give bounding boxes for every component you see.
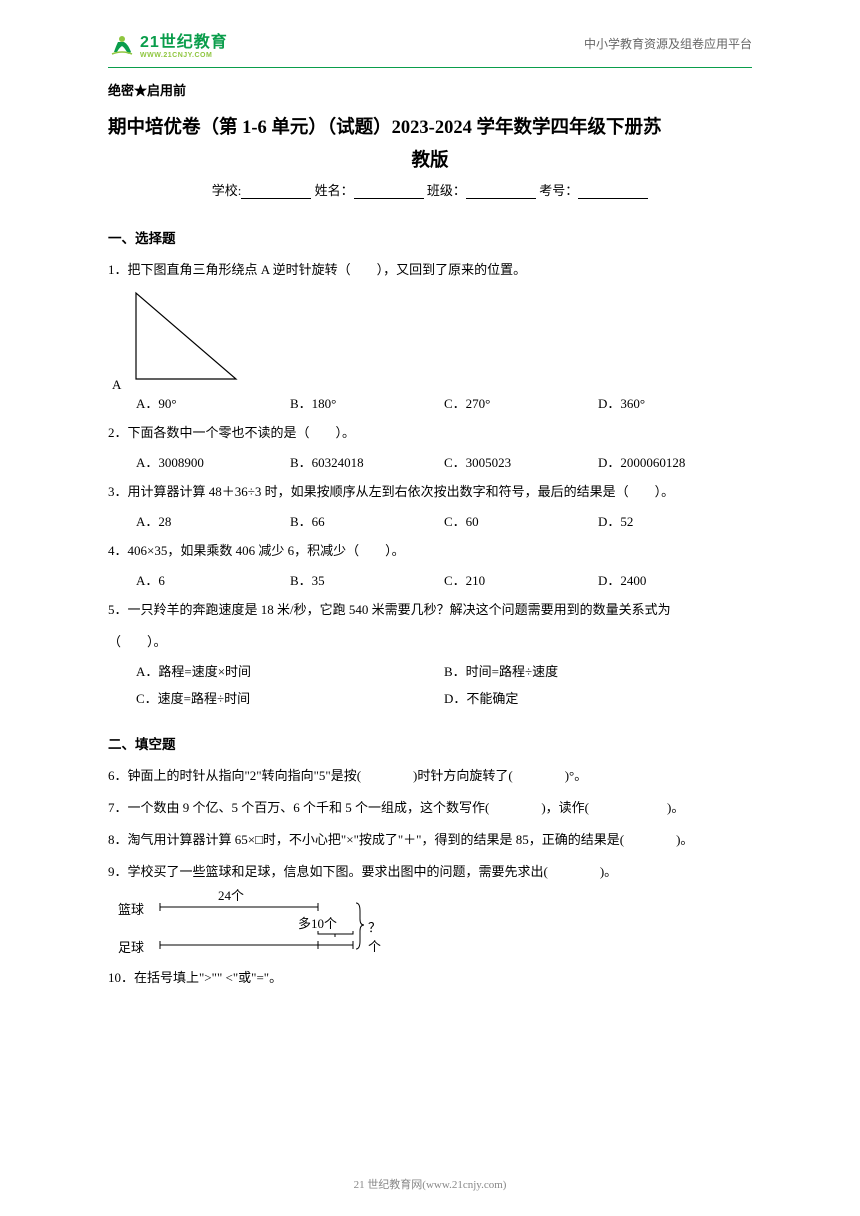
page-header: 21世纪教育 WWW.21CNJY.COM 中小学教育资源及组卷应用平台 <box>0 0 860 67</box>
q2-opt-b: B．60324018 <box>290 452 444 471</box>
q5-opt-c: C．速度=路程÷时间 <box>136 688 444 707</box>
q1-opt-c: C．270° <box>444 393 598 412</box>
q4-opt-d: D．2400 <box>598 570 752 589</box>
q1-opt-b: B．180° <box>290 393 444 412</box>
page-footer: 21 世纪教育网(www.21cnjy.com) <box>0 1176 860 1192</box>
logo-main-text: 21世纪教育 <box>140 28 228 52</box>
q1-opt-d: D．360° <box>598 393 752 412</box>
triangle-point-label: A <box>112 377 121 393</box>
q9-text: 9．学校买了一些篮球和足球，信息如下图。要求出图中的问题，需要先求出( )。 <box>108 859 752 885</box>
q3-opt-a: A．28 <box>136 511 290 530</box>
q2-opt-d: D．2000060128 <box>598 452 752 471</box>
q6-text: 6．钟面上的时针从指向"2"转向指向"5"是按( )时针方向旋转了( )°。 <box>108 763 752 789</box>
q5-text1: 5．一只羚羊的奔跑速度是 18 米/秒，它跑 540 米需要几秒？解决这个问题需… <box>108 597 752 623</box>
header-right-text: 中小学教育资源及组卷应用平台 <box>584 35 752 52</box>
name-label: 姓名： <box>315 183 354 198</box>
secret-label: 绝密★启用前 <box>108 80 752 99</box>
exam-title-line1: 期中培优卷（第 1-6 单元）（试题）2023-2024 学年数学四年级下册苏 <box>108 111 752 146</box>
q3-text: 3．用计算器计算 48＋36÷3 时，如果按顺序从左到右依次按出数字和符号，最后… <box>108 479 752 505</box>
q1-opt-a: A．90° <box>136 393 290 412</box>
q4-opt-a: A．6 <box>136 570 290 589</box>
q3-opt-d: D．52 <box>598 511 752 530</box>
q10-text: 10．在括号填上">"" <"或"="。 <box>108 965 752 991</box>
q4-text: 4．406×35，如果乘数 406 减少 6，积减少（ ）。 <box>108 538 752 564</box>
q2-opt-a: A．3008900 <box>136 452 290 471</box>
student-info-line: 学校: 姓名： 班级： 考号： <box>108 180 752 199</box>
q5-opt-a: A．路程=速度×时间 <box>136 661 444 680</box>
logo-sub-text: WWW.21CNJY.COM <box>140 52 228 59</box>
q1-options: A．90° B．180° C．270° D．360° <box>108 393 752 412</box>
q5-text2: （ ）。 <box>108 629 752 655</box>
id-blank <box>578 185 648 199</box>
spacer <box>108 715 752 733</box>
bracket-svg <box>118 891 388 959</box>
q4-opt-b: B．35 <box>290 570 444 589</box>
q4-options: A．6 B．35 C．210 D．2400 <box>108 570 752 589</box>
school-label: 学校: <box>212 183 242 198</box>
logo-icon <box>108 30 136 58</box>
school-blank <box>241 185 311 199</box>
q2-text: 2．下面各数中一个零也不读的是（ ）。 <box>108 420 752 446</box>
q8-text: 8．淘气用计算器计算 65×□时，不小心把"×"按成了"＋"，得到的结果是 85… <box>108 827 752 853</box>
triangle-svg <box>126 291 246 389</box>
section2-title: 二、填空题 <box>108 733 752 753</box>
class-blank <box>466 185 536 199</box>
logo-area: 21世纪教育 WWW.21CNJY.COM <box>108 28 228 59</box>
section1-title: 一、选择题 <box>108 227 752 247</box>
q4-opt-c: C．210 <box>444 570 598 589</box>
q3-options: A．28 B．66 C．60 D．52 <box>108 511 752 530</box>
q5-opt-d: D．不能确定 <box>444 688 752 707</box>
q2-options: A．3008900 B．60324018 C．3005023 D．2000060… <box>108 452 752 471</box>
class-label: 班级： <box>427 183 466 198</box>
exam-title-line2: 教版 <box>108 146 752 172</box>
q3-opt-c: C．60 <box>444 511 598 530</box>
q7-text: 7．一个数由 9 个亿、5 个百万、6 个千和 5 个一组成，这个数写作( )，… <box>108 795 752 821</box>
q3-opt-b: B．66 <box>290 511 444 530</box>
content-area: 绝密★启用前 期中培优卷（第 1-6 单元）（试题）2023-2024 学年数学… <box>0 68 860 991</box>
q2-opt-c: C．3005023 <box>444 452 598 471</box>
name-blank <box>354 185 424 199</box>
q1-triangle: A <box>126 291 246 389</box>
q5-options: A．路程=速度×时间 B．时间=路程÷速度 C．速度=路程÷时间 D．不能确定 <box>108 661 752 707</box>
q5-opt-b: B．时间=路程÷速度 <box>444 661 752 680</box>
logo-text-wrapper: 21世纪教育 WWW.21CNJY.COM <box>140 28 228 59</box>
id-label: 考号： <box>539 183 578 198</box>
q9-diagram: 篮球 足球 24个 多10个 ？个 <box>118 891 388 959</box>
q1-text: 1．把下图直角三角形绕点 A 逆时针旋转（ ），又回到了原来的位置。 <box>108 257 752 283</box>
